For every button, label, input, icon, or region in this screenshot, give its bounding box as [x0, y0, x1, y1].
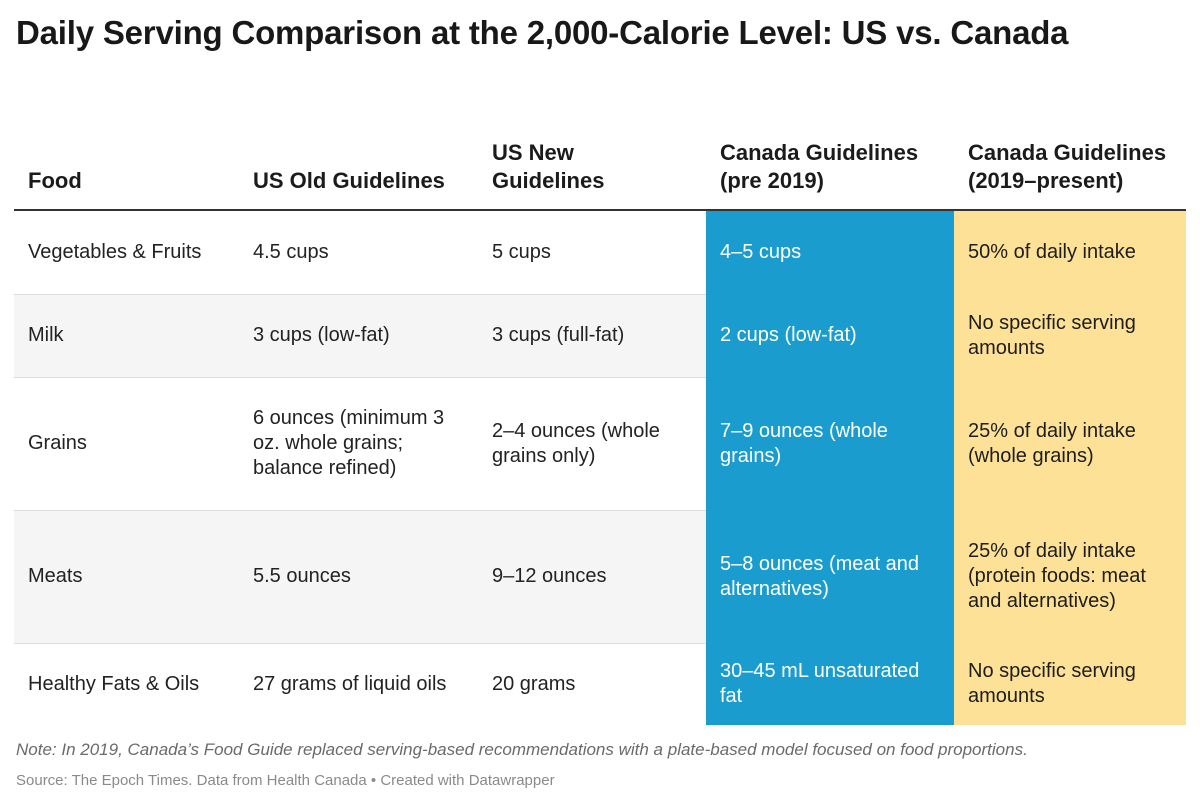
table-cell: 9–12 ounces [478, 510, 706, 644]
table-cell: 5 cups [478, 210, 706, 295]
table-cell: 5–8 ounces (meat and alternatives) [706, 510, 954, 644]
table-cell: Meats [14, 510, 239, 644]
column-header-food: Food [14, 96, 239, 211]
table-cell: Milk [14, 294, 239, 378]
table-cell: 20 grams [492, 672, 576, 695]
table-cell: 25% of daily intake (whole grains) [954, 377, 1186, 511]
table-cell: 4.5 cups [239, 210, 478, 295]
column-header-us-old: US Old Guidelines [239, 96, 478, 211]
table-row: Healthy Fats & Oils 27 grams of liquid o… [14, 643, 1186, 725]
table-cell: Vegetables & Fruits [14, 210, 239, 295]
table-cell: Healthy Fats & Oils [28, 672, 200, 695]
chart-note: Note: In 2019, Canada’s Food Guide repla… [16, 740, 1028, 759]
chart-source: Source: The Epoch Times. Data from Healt… [16, 772, 555, 789]
table-cell: 6 ounces (minimum 3 oz. whole grains; ba… [239, 377, 478, 511]
table-cell: 4–5 cups [706, 210, 954, 295]
table-cell: 25% of daily intake (protein foods: meat… [954, 510, 1186, 644]
table-row: Vegetables & Fruits 4.5 cups 5 cups 4–5 … [14, 210, 1186, 295]
column-header-us-new: US New Guidelines [478, 96, 706, 211]
table-row: Grains 6 ounces (minimum 3 oz. whole gra… [14, 377, 1186, 511]
column-header-canada-pre-2019: Canada Guidelines (pre 2019) [706, 96, 954, 211]
table-cell: 3 cups (full-fat) [478, 294, 706, 378]
table-cell: 3 cups (low-fat) [239, 294, 478, 378]
table-cell: Grains [14, 377, 239, 511]
table-cell: 2–4 ounces (whole grains only) [478, 377, 706, 511]
table-cell: 7–9 ounces (whole grains) [706, 377, 954, 511]
table-cell: 5.5 ounces [239, 510, 478, 644]
table-cell: 50% of daily intake [954, 210, 1186, 295]
table-cell: No specific serving amounts [954, 294, 1186, 378]
column-header-canada-2019-present: Canada Guidelines (2019–present) [954, 96, 1186, 211]
table-cell: 2 cups (low-fat) [706, 294, 954, 378]
chart-title: Daily Serving Comparison at the 2,000-Ca… [16, 14, 1069, 51]
table-cell: No specific serving amounts [954, 643, 1186, 725]
header-row: Food US Old Guidelines US New Guidelines… [14, 96, 1186, 211]
comparison-table: Food US Old Guidelines US New Guidelines… [14, 96, 1186, 725]
table-cell: 27 grams of liquid oils [253, 672, 447, 695]
table-row: Meats 5.5 ounces 9–12 ounces 5–8 ounces … [14, 510, 1186, 644]
table-cell: 30–45 mL unsaturated fat [706, 643, 954, 725]
table-row: Milk 3 cups (low-fat) 3 cups (full-fat) … [14, 294, 1186, 378]
